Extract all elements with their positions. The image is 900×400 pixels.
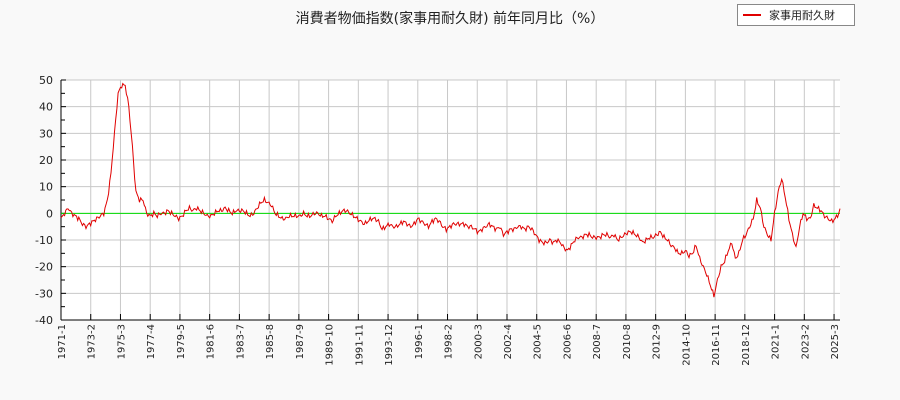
x-tick-label: 1975-3 xyxy=(116,324,127,359)
x-tick-label: 2018-12 xyxy=(741,324,752,366)
x-tick-label: 2004-5 xyxy=(533,324,544,359)
x-tick-label: 1996-1 xyxy=(414,324,425,359)
x-axis: 1971-1 1973-2 1975-3 1977-4 1979-5 1981-6 1983… xyxy=(57,314,841,366)
x-tick-label: 2010-8 xyxy=(622,324,633,359)
x-tick-label: 1987-9 xyxy=(295,324,306,359)
y-axis: 50 40 30 20 10 0 -10 -20 -30 -40 xyxy=(35,74,66,327)
y-tick-label: 40 xyxy=(39,101,53,114)
y-tick-label: -10 xyxy=(35,234,53,247)
x-tick-label: 2002-4 xyxy=(503,324,514,359)
x-tick-label: 2025-3 xyxy=(830,324,841,359)
x-tick-label: 1998-2 xyxy=(444,324,455,359)
x-tick-label: 2000-3 xyxy=(473,324,484,359)
series-line-household-durables xyxy=(60,82,841,298)
plot-area xyxy=(61,80,840,320)
y-tick-label: -40 xyxy=(35,314,53,327)
y-tick-label: 30 xyxy=(39,127,53,140)
x-tick-label: 2016-11 xyxy=(711,324,722,366)
legend-label: 家事用耐久財 xyxy=(769,9,835,22)
x-tick-label: 1979-5 xyxy=(176,324,187,359)
x-tick-label: 2023-2 xyxy=(800,324,811,359)
x-tick-label: 2014-10 xyxy=(681,324,692,366)
chart-title: 消費者物価指数(家事用耐久財) 前年同月比（%） xyxy=(295,11,605,27)
x-tick-label: 1991-11 xyxy=(354,324,365,366)
y-tick-label: 10 xyxy=(39,181,53,194)
x-tick-label: 1993-12 xyxy=(384,324,395,366)
x-tick-label: 2008-7 xyxy=(592,324,603,359)
x-tick-label: 2021-1 xyxy=(771,324,782,359)
y-tick-label: 20 xyxy=(39,154,53,167)
x-tick-label: 2012-9 xyxy=(652,324,663,359)
x-tick-label: 1989-10 xyxy=(325,324,336,366)
x-tick-label: 2006-6 xyxy=(562,324,573,359)
x-tick-label: 1983-7 xyxy=(235,324,246,359)
x-tick-label: 1973-2 xyxy=(87,324,98,359)
y-tick-label: -30 xyxy=(35,287,53,300)
legend-line-swatch xyxy=(743,14,761,16)
x-tick-label: 1981-6 xyxy=(206,324,217,359)
x-tick-label: 1971-1 xyxy=(57,324,68,359)
y-tick-label: 50 xyxy=(39,74,53,87)
legend: 家事用耐久財 xyxy=(737,4,855,26)
y-tick-label: 0 xyxy=(46,207,53,220)
x-tick-label: 1977-4 xyxy=(146,324,157,359)
y-tick-label: -20 xyxy=(35,261,53,274)
x-tick-label: 1985-8 xyxy=(265,324,276,359)
